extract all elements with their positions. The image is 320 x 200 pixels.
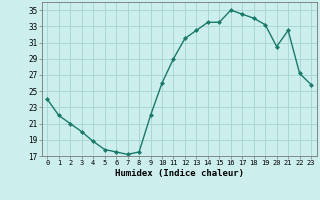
X-axis label: Humidex (Indice chaleur): Humidex (Indice chaleur) [115,169,244,178]
